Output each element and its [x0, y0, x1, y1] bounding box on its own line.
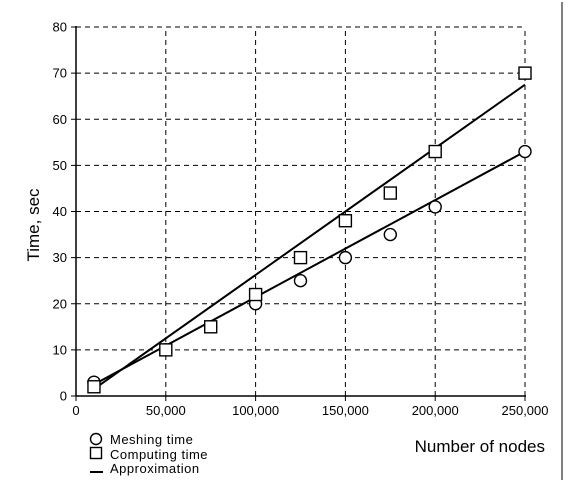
y-tick-label: 80 [53, 20, 67, 35]
x-tick-label: 150,000 [322, 403, 369, 418]
x-tick-label: 50,000 [146, 403, 186, 418]
computing-time-point [87, 380, 101, 394]
x-tick-label: 100,000 [232, 403, 279, 418]
x-tick-label: 200,000 [412, 403, 459, 418]
legend-label-approximation: Approximation [110, 461, 200, 476]
y-tick-label: 40 [53, 204, 67, 219]
y-tick-label: 30 [53, 250, 67, 265]
computing-time-point [338, 214, 353, 228]
y-tick-label: 70 [53, 66, 67, 81]
legend-label-computing: Computing time [110, 447, 208, 462]
y-tick-label: 50 [53, 158, 67, 173]
y-tick-label: 10 [53, 342, 67, 357]
approximation-line-2 [93, 83, 526, 390]
computing-time-point [248, 287, 263, 302]
computing-time-point [159, 343, 173, 357]
computing-time-point [518, 66, 532, 80]
legend-circle-marker [89, 432, 103, 446]
x-tick-label: 250,000 [502, 403, 549, 418]
meshing-time-point [338, 250, 353, 265]
y-tick-label: 0 [60, 389, 67, 404]
x-axis-label: Number of nodes [415, 437, 545, 456]
y-tick-label: 60 [53, 112, 67, 127]
meshing-time-point [518, 144, 532, 159]
grid [76, 26, 526, 396]
meshing-time-point [428, 200, 442, 214]
computing-time-point [428, 144, 442, 159]
computing-time-point [293, 250, 308, 265]
meshing-time-point [383, 227, 397, 242]
legend-square-marker [89, 446, 103, 460]
data-markers [87, 66, 532, 394]
tick-labels: 0 50,000 100,000 150,000 200,000 250,000 0 10 20… [53, 20, 549, 419]
x-tick-label: 0 [72, 403, 79, 418]
y-tick-label: 20 [53, 296, 67, 311]
computing-time-point [203, 320, 218, 334]
meshing-time-point [293, 273, 308, 288]
y-axis-label: Time, sec [24, 188, 43, 262]
legend-label-meshing: Meshing time [110, 432, 193, 447]
approximation-line-1 [93, 150, 526, 386]
axes [71, 26, 526, 401]
computing-time-point [383, 186, 397, 200]
approximation-lines [93, 83, 526, 390]
legend: Meshing time Computing time Approximatio… [89, 432, 208, 476]
